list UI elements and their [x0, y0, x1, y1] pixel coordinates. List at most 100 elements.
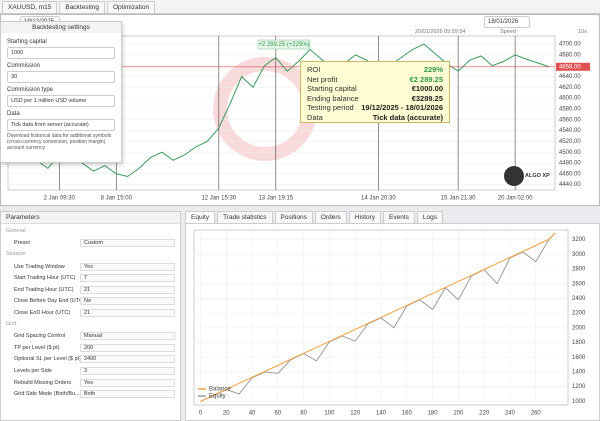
symbol-tab[interactable]: XAUUSD, m15	[2, 1, 58, 14]
summary-row: Testing period 19/12/2025 - 18/01/2026	[307, 103, 443, 113]
field-value[interactable]: Tick data from server (accurate)	[7, 119, 115, 131]
data-line	[200, 232, 556, 402]
y-tick-label: 4580.00	[559, 107, 581, 113]
speed[interactable]: 10x	[578, 29, 587, 35]
x-tick-label: 260	[531, 411, 542, 417]
param-value[interactable]: Yes	[80, 378, 175, 387]
field-label: Commission type	[7, 87, 54, 93]
x-tick-label: 40	[249, 411, 256, 417]
param-value[interactable]: 21	[80, 308, 175, 317]
param-value[interactable]: No	[80, 297, 175, 306]
field-value[interactable]: 1000	[7, 47, 115, 59]
param-value[interactable]: 2400	[80, 355, 175, 364]
price-label: 4658.00	[559, 64, 581, 70]
tab[interactable]: Backtesting	[59, 1, 105, 14]
param-value[interactable]: 200	[80, 343, 175, 352]
bottom-tabs: Equity Trade statistics Positions Orders His…	[185, 211, 600, 224]
y-tick-label: 3000	[572, 252, 586, 258]
settings-panel: Backtesting settings Starting capital 100…	[0, 21, 122, 163]
summary-label: Testing period	[307, 103, 354, 112]
field-value[interactable]: 30	[7, 71, 115, 83]
speed-label: Speed	[500, 29, 516, 35]
param-row: Preset Custom	[6, 238, 175, 250]
param-row: Close EoD Hour (UTC) 21	[6, 307, 175, 319]
summary-value: Tick data (accurate)	[372, 112, 443, 122]
summary-row: ROI 229%	[307, 65, 443, 75]
x-tick-label: 20 Jan 02:00	[498, 196, 533, 202]
summary-label: ROI	[307, 65, 321, 74]
x-tick-label: 2 Jan 09:30	[44, 196, 76, 202]
y-tick-label: 1200	[572, 384, 586, 390]
logo-icon	[504, 166, 524, 186]
tab[interactable]: Optimization	[106, 1, 156, 14]
param-value[interactable]: Both	[80, 390, 175, 399]
param-label: End Trading Hour (UTC)	[14, 286, 74, 293]
param-label: Preset	[14, 240, 30, 247]
summary-row: Starting capital €1000.00	[307, 84, 443, 94]
y-tick-label: 1600	[572, 355, 586, 361]
param-row: Levels per Side 3	[6, 365, 175, 377]
param-value[interactable]: Custom	[80, 239, 175, 248]
parameters-title: Parameters	[1, 212, 180, 224]
x-tick-label: 220	[479, 411, 490, 417]
section-title: Session	[6, 251, 26, 258]
param-row: Start Trading Hour (UTC) 7	[6, 272, 175, 284]
field-value[interactable]: USD per 1 million USD volume	[7, 95, 115, 107]
legend-label: Balance	[209, 387, 231, 393]
y-tick-label: 4620.00	[559, 85, 581, 91]
equity-chart: 1000120014001600180020002200240026002800…	[193, 229, 586, 417]
param-label: TP per Level ($ pt)	[14, 344, 60, 351]
end-date[interactable]: 18/01/2026	[484, 16, 530, 28]
y-tick-label: 3200	[572, 237, 586, 243]
param-label: Optional SL per Level ($ pt)	[14, 356, 80, 363]
x-tick-label: 120	[350, 411, 361, 417]
param-label: Levels per Side	[14, 367, 52, 374]
summary-label: Starting capital	[307, 84, 357, 93]
x-tick-label: 180	[428, 411, 439, 417]
top-toolbar: XAUUSD, m15 Backtesting Optimization	[0, 0, 600, 14]
y-tick-label: 1800	[572, 340, 586, 346]
param-value[interactable]: 3	[80, 366, 175, 375]
data-line	[13, 43, 550, 178]
param-label: Close Before Day End (UTC)	[14, 298, 80, 305]
settings-title: Backtesting settings	[1, 22, 121, 33]
section-title: Grid	[6, 320, 17, 327]
param-value[interactable]: Yes	[80, 262, 175, 271]
x-tick-label: 20	[223, 411, 230, 417]
y-tick-label: 4500.00	[559, 150, 581, 156]
y-tick-label: 4480.00	[559, 161, 581, 167]
y-tick-label: 2800	[572, 267, 586, 273]
field-label: Commission	[7, 63, 41, 69]
param-row: Optional SL per Level ($ pt) 2400	[6, 354, 175, 366]
y-tick-label: 4640.00	[559, 74, 581, 80]
param-row: End Trading Hour (UTC) 21	[6, 284, 175, 296]
y-tick-label: 2200	[572, 311, 586, 317]
summary-row: Net profit €2 289.25	[307, 75, 443, 85]
field-label: Data	[7, 111, 20, 117]
y-tick-label: 4460.00	[559, 171, 581, 177]
summary-row: Ending balance €3289.25	[307, 94, 443, 104]
summary-row: Data Tick data (accurate)	[307, 113, 443, 123]
param-row: Grid Spacing Control Manual	[6, 330, 175, 342]
param-value[interactable]: 21	[80, 285, 175, 294]
y-tick-label: 1000	[572, 399, 586, 405]
summary-value: 19/12/2025 - 18/01/2026	[361, 103, 443, 112]
param-value[interactable]: Manual	[80, 332, 175, 341]
summary-label: Data	[307, 112, 323, 122]
summary-label: Net profit	[307, 74, 338, 84]
x-tick-label: 240	[505, 411, 516, 417]
summary-value: €1000.00	[411, 84, 443, 93]
param-label: Close EoD Hour (UTC)	[14, 309, 71, 316]
y-tick-label: 2000	[572, 325, 586, 331]
x-tick-label: 12 Jan 15:30	[201, 196, 236, 202]
summary-value: 229%	[423, 65, 443, 74]
x-tick-label: 60	[274, 411, 281, 417]
x-tick-label: 200	[453, 411, 464, 417]
checkbox[interactable]: Download historical data for additional …	[7, 133, 112, 151]
param-value[interactable]: 7	[80, 274, 175, 283]
parameters-panel: Parameters General Preset Custom Session Use…	[0, 211, 181, 421]
price-tag	[556, 62, 590, 71]
x-tick-label: 80	[300, 411, 307, 417]
profit-label: +2 289.25 (+229%)	[258, 42, 309, 48]
